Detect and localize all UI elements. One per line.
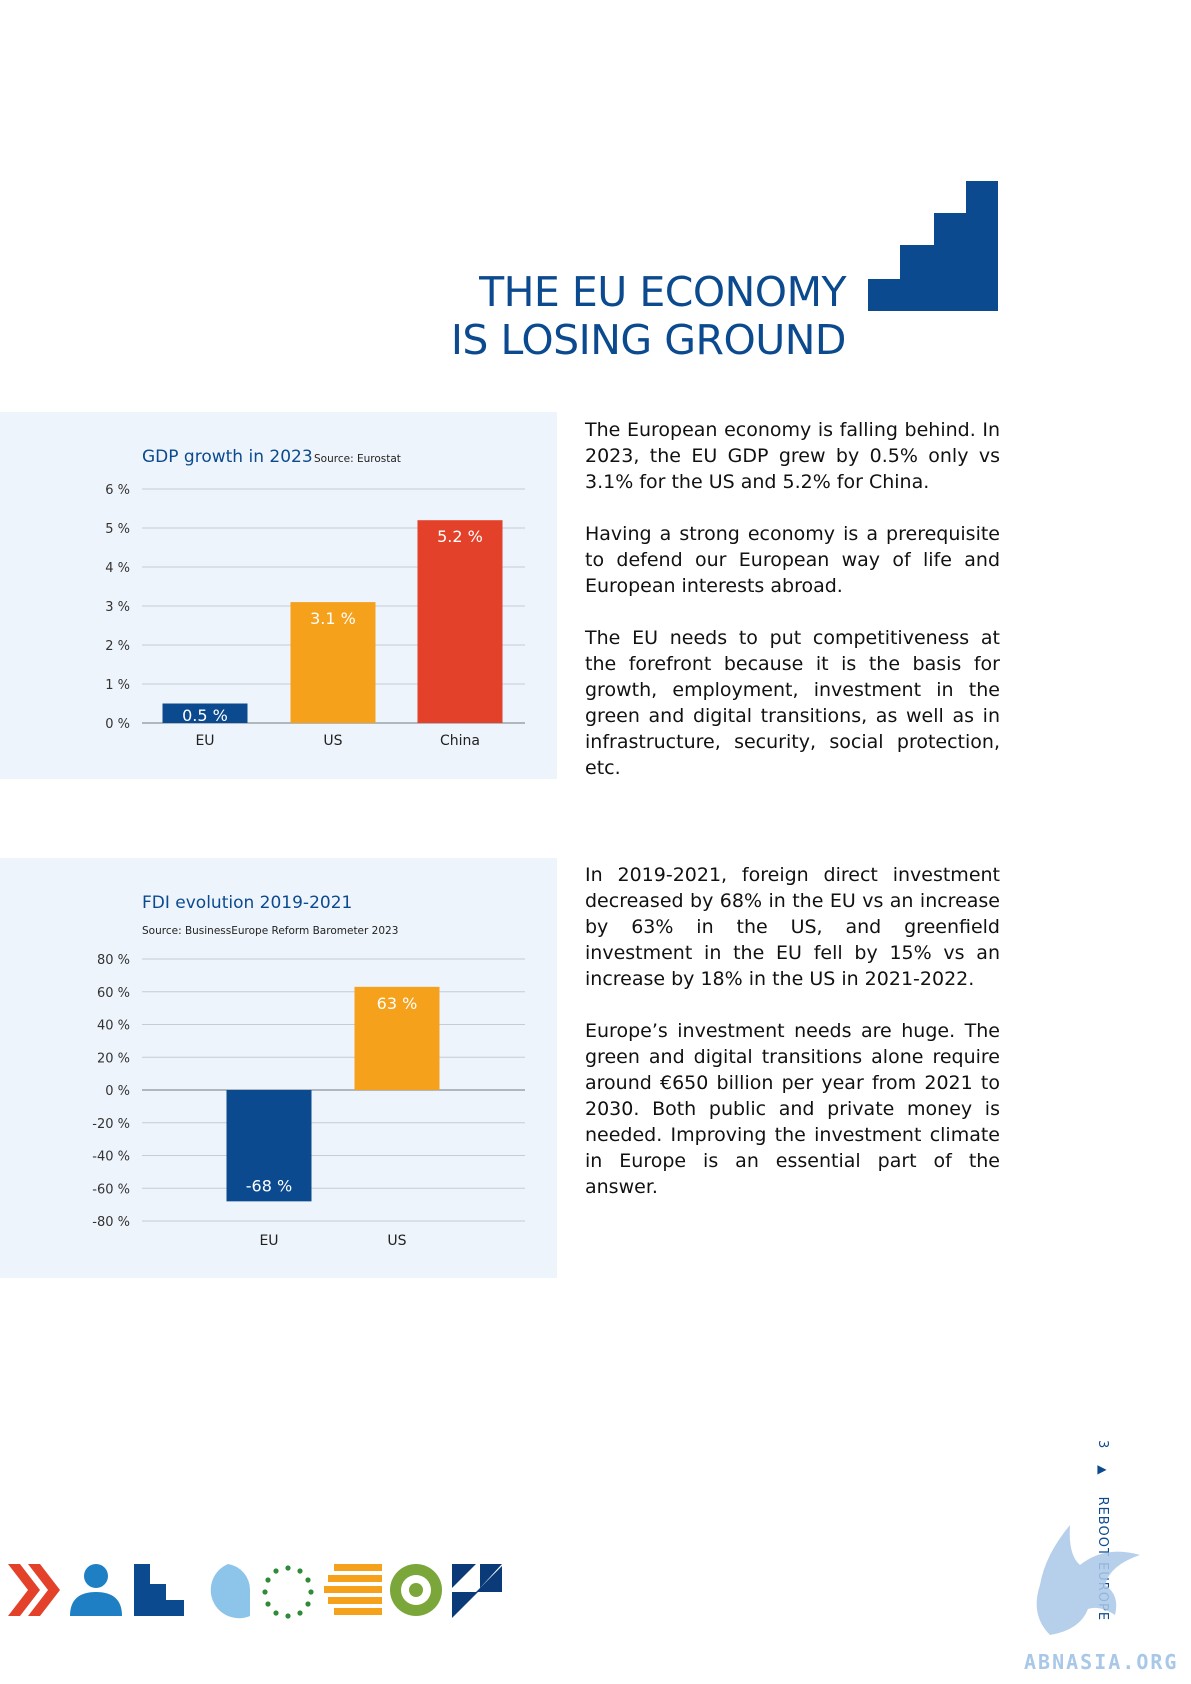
fdi-chart-source: Source: BusinessEurope Reform Barometer … [142,925,398,937]
investment-paragraph-1: In 2019-2021, foreign direct investment … [585,864,1000,990]
gdp-chart-title: GDP growth in 2023 [142,447,313,467]
gdp-growth-chart: GDP growth in 2023 Source: Eurostat 0 % 1… [105,447,525,749]
investment-text: In 2019-2021, foreign direct investment … [585,862,1000,1226]
chevron-down-icon: ▶ [1095,1462,1109,1478]
gdp-tick-label: 6 % [105,483,130,498]
fdi-tick-label: -20 % [92,1117,130,1132]
eu-stars-icon [262,1565,314,1619]
fdi-value-label: 63 % [377,994,418,1013]
gdp-tick-label: 2 % [105,639,130,654]
investment-paragraph-2: Europe’s investment needs are huge. The … [585,1020,1000,1198]
griffin-watermark-icon [1036,1525,1140,1635]
stairs-graphic [868,181,998,311]
fdi-tick-label: 0 % [105,1084,130,1099]
gdp-category-label: US [323,733,342,749]
person-icon [70,1564,122,1616]
gdp-value-label: 3.1 % [310,609,356,628]
fdi-value-label: -68 % [246,1176,292,1195]
double-chevron-icon [8,1564,60,1616]
fdi-category-label: US [387,1233,406,1249]
gdp-tick-label: 3 % [105,600,130,615]
economy-paragraph-1: The European economy is falling behind. … [585,419,1000,493]
fdi-tick-label: 60 % [97,986,130,1001]
gdp-tick-label: 1 % [105,678,130,693]
stripes-icon [324,1564,382,1615]
fdi-evolution-chart: FDI evolution 2019-2021 Source: Business… [92,893,525,1249]
watermark-text: ABNASIA.ORG [1024,1650,1179,1674]
flag-shapes-icon [452,1564,502,1618]
economy-paragraph-2: Having a strong economy is a prerequisit… [585,523,1000,597]
economy-paragraph-3: The EU needs to put competitiveness at t… [585,627,1000,779]
gdp-bar-eu [162,703,248,723]
target-icon [390,1564,442,1616]
page-title-line1: THE EU ECONOMY [479,268,846,316]
fdi-chart-title: FDI evolution 2019-2021 [142,893,352,913]
fdi-tick-label: 80 % [97,953,130,968]
gdp-category-label: China [440,733,480,749]
gdp-category-label: EU [195,733,214,749]
fdi-tick-label: -60 % [92,1182,130,1197]
gdp-bar-us [290,602,376,723]
fdi-category-label: EU [259,1233,278,1249]
economy-text: The European economy is falling behind. … [585,417,1000,807]
fdi-tick-label: -40 % [92,1150,130,1165]
fdi-tick-label: 40 % [97,1019,130,1034]
fdi-bar-us [354,986,440,1090]
gdp-tick-label: 5 % [105,522,130,537]
footer-icon-strip [8,1564,502,1619]
gdp-value-label: 5.2 % [437,527,483,546]
speech-bubble-icon [210,1564,251,1619]
gdp-tick-label: 0 % [105,717,130,732]
gdp-tick-label: 4 % [105,561,130,576]
fdi-bar-eu [226,1090,312,1202]
page-title-line2: IS LOSING GROUND [450,316,847,364]
gdp-chart-source: Source: Eurostat [314,453,401,465]
gdp-chart-panel: GDP growth in 2023 Source: Eurostat 0 % 1… [0,412,557,779]
stairs-icon [134,1564,184,1616]
gdp-bar-china [417,520,503,723]
page-number: 3 [1095,1440,1110,1450]
gdp-value-label: 0.5 % [182,706,228,725]
page-title: THE EU ECONOMY IS LOSING GROUND [450,268,847,364]
fdi-tick-label: 20 % [97,1051,130,1066]
fdi-tick-label: -80 % [92,1215,130,1230]
fdi-chart-panel: FDI evolution 2019-2021 Source: Business… [0,858,557,1278]
